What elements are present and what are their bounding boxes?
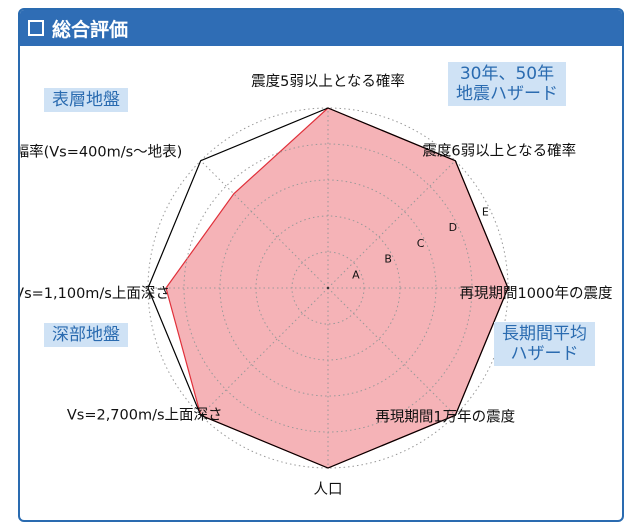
- scale-label: D: [449, 221, 457, 234]
- overall-evaluation-panel: 総合評価 A B C D E 震度5弱以上となる確率震度6弱以上となる確率再現期間1000…: [18, 8, 624, 522]
- axis-label: 再現期間1万年の震度: [375, 408, 515, 425]
- tag-long-term-hazard: 長期間平均 ハザード: [494, 322, 595, 366]
- tag-deep-ground: 深部地盤: [44, 323, 128, 347]
- tag-30-50-line2: 地震ハザード: [456, 84, 558, 104]
- tag-long-term-line2: ハザード: [510, 344, 579, 364]
- axis-label: Vs=1,100m/s上面深さ: [20, 285, 170, 302]
- tag-surface-ground: 表層地盤: [44, 88, 128, 112]
- axis-label: 再現期間1000年の震度: [460, 285, 613, 302]
- axis-label: Vs=2,700m/s上面深さ: [67, 406, 223, 423]
- axis-label: 人口: [314, 481, 343, 498]
- grid-spoke: [200, 287, 329, 416]
- scale-label: C: [417, 237, 425, 250]
- axis-label: 震度6弱以上となる確率: [422, 143, 576, 160]
- axis-label: 地盤増幅率(Vs=400m/s〜地表): [20, 144, 182, 161]
- tag-long-term-line1: 長期間平均: [502, 324, 587, 344]
- scale-label: E: [482, 205, 489, 218]
- scale-label: A: [352, 268, 360, 281]
- scale-label: B: [384, 253, 392, 266]
- tag-30-50-line1: 30年、50年: [459, 64, 555, 84]
- grid-spoke: [200, 160, 329, 289]
- panel-header: 総合評価: [20, 10, 622, 46]
- center-dot: [326, 286, 330, 290]
- checkbox-icon[interactable]: [28, 20, 44, 36]
- radar-chart: A B C D E 震度5弱以上となる確率震度6弱以上となる確率再現期間1000年の震度再…: [20, 73, 613, 498]
- axis-label: 震度5弱以上となる確率: [251, 73, 405, 90]
- tag-30-50-year-hazard: 30年、50年 地震ハザード: [448, 62, 566, 106]
- grid-spoke: [327, 287, 456, 416]
- panel-title: 総合評価: [52, 18, 129, 41]
- outer-frame: [147, 107, 509, 469]
- grid-spoke: [327, 160, 456, 289]
